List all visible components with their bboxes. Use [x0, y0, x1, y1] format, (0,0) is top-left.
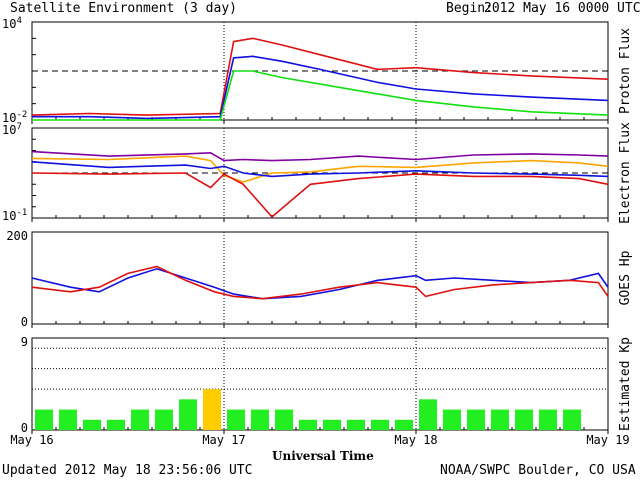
series-line-blue: [31, 161, 609, 178]
chart-title: Satellite Environment (3 day): [10, 1, 237, 16]
kp-bar: [347, 419, 365, 430]
y-axis-label: GOES Hp: [618, 250, 633, 305]
kp-bar: [371, 419, 389, 430]
y-tick-label: 9: [21, 335, 28, 349]
kp-bar: [539, 409, 557, 430]
x-tick-label: May 18: [394, 433, 437, 447]
y-axis-label: Estimated Kp: [618, 337, 633, 431]
y-tick-label-top: 107: [2, 122, 22, 137]
kp-bar: [107, 419, 125, 430]
y-axis-label: Proton Flux: [618, 28, 633, 114]
series-line-blue: [32, 55, 609, 120]
series-line-orange: [31, 155, 609, 183]
credit-text: NOAA/SWPC Boulder, CO USA: [440, 463, 636, 478]
series-line-red: [31, 172, 609, 219]
kp-bar: [563, 409, 581, 430]
x-tick-label: May 17: [202, 433, 245, 447]
kp-bar: [131, 409, 149, 430]
kp-bar: [515, 409, 533, 430]
kp-bar: [251, 409, 269, 430]
series-line-red: [31, 37, 609, 116]
series-line-red: [31, 265, 609, 300]
kp-bar: [299, 419, 317, 430]
kp-bar: [323, 419, 341, 430]
y-tick-label: 0: [21, 421, 28, 435]
y-tick-label-top: 104: [2, 16, 22, 31]
begin-label: Begin:: [446, 1, 493, 16]
kp-bar: [35, 409, 53, 430]
updated-timestamp: Updated 2012 May 18 23:56:06 UTC: [2, 463, 253, 478]
kp-bar: [59, 409, 77, 430]
x-tick-label: May 16: [10, 433, 53, 447]
kp-bar: [419, 399, 437, 430]
y-tick-label-bottom: 10-2: [2, 110, 27, 125]
panel-frame: [31, 21, 609, 121]
kp-bar: [83, 419, 101, 430]
x-axis-label: Universal Time: [272, 449, 374, 463]
kp-bar: [443, 409, 461, 430]
kp-bar: [227, 409, 245, 430]
x-tick-label: May 19: [586, 433, 629, 447]
kp-bar: [203, 389, 221, 430]
kp-bar: [179, 399, 197, 430]
y-tick-label-bottom: 10-1: [2, 208, 27, 223]
y-tick-label: 0: [21, 315, 28, 329]
kp-bar: [467, 409, 485, 430]
begin-value: 2012 May 16 0000 UTC: [484, 1, 640, 16]
kp-bar: [275, 409, 293, 430]
series-line-purple: [31, 150, 609, 162]
y-tick-label: 200: [6, 229, 28, 243]
kp-bar: [155, 409, 173, 430]
kp-bar: [491, 409, 509, 430]
panel-frame: [31, 127, 609, 219]
kp-bar: [395, 419, 413, 430]
series-line-green: [32, 70, 609, 121]
y-axis-label: Electron Flux: [618, 122, 633, 224]
